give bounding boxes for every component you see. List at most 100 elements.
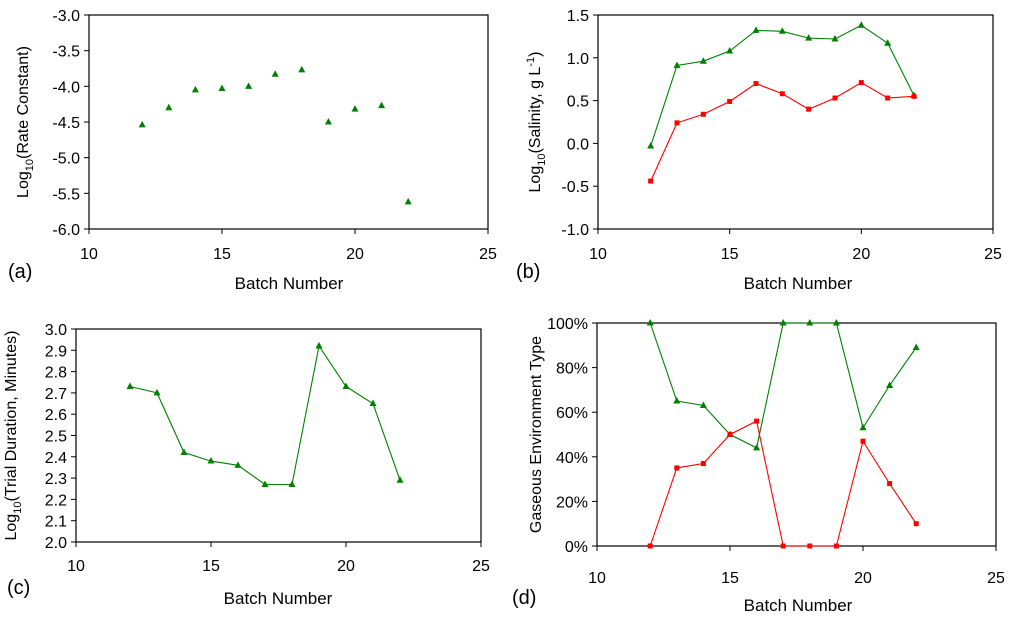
data-point-red bbox=[858, 80, 864, 86]
x-axis-label: Batch Number bbox=[744, 274, 853, 293]
data-point-red bbox=[700, 460, 706, 466]
data-point-red bbox=[860, 438, 866, 444]
y-tick-label: 0.5 bbox=[567, 94, 589, 111]
x-tick-label: 25 bbox=[984, 246, 1002, 263]
y-tick-label: 100% bbox=[547, 316, 588, 333]
y-tick-label: 2.5 bbox=[45, 429, 67, 446]
chart-panel-3: 2.0 2.1 2.2 2.3 2.4 2.5 2.6 2.7 2.8 2.9 3.0 10 15 20 2… bbox=[3, 322, 490, 608]
data-point-red bbox=[674, 465, 680, 471]
y-tick-label: -5.5 bbox=[52, 186, 80, 203]
data-point-red bbox=[779, 91, 785, 97]
data-point-green bbox=[699, 57, 707, 64]
data-point-green bbox=[779, 319, 787, 326]
panel-label: (c) bbox=[7, 577, 30, 599]
y-tick-label: 40% bbox=[556, 450, 588, 467]
x-tick-label: 15 bbox=[213, 246, 231, 263]
y-tick-label: -0.5 bbox=[561, 179, 589, 196]
y-tick-label: 2.6 bbox=[45, 407, 67, 424]
data-point-red bbox=[911, 93, 917, 99]
data-point-green bbox=[886, 381, 894, 388]
data-point-red bbox=[648, 178, 654, 184]
data-point-green bbox=[831, 34, 839, 42]
y-tick-label: -4.0 bbox=[52, 79, 80, 96]
y-tick-label: 1.0 bbox=[567, 51, 589, 68]
data-point-rate bbox=[324, 118, 332, 125]
y-tick-label: -5.0 bbox=[52, 151, 80, 168]
y-tick-label: 1.5 bbox=[567, 8, 589, 25]
data-point-red bbox=[807, 543, 813, 549]
x-tick-label: 20 bbox=[854, 570, 872, 587]
data-point-rate bbox=[271, 70, 279, 77]
plot-frame bbox=[88, 14, 489, 230]
y-tick-label: 2.0 bbox=[45, 535, 67, 552]
data-point-green bbox=[884, 39, 892, 46]
series-line-green bbox=[650, 24, 915, 147]
data-point-duration bbox=[315, 342, 323, 349]
data-point-green bbox=[832, 319, 840, 326]
y-tick-label: -3.5 bbox=[52, 44, 80, 61]
data-point-green bbox=[673, 61, 681, 69]
y-tick-label: 0% bbox=[565, 539, 588, 556]
data-point-green bbox=[647, 141, 655, 149]
x-tick-label: 25 bbox=[479, 246, 497, 263]
data-point-red bbox=[780, 543, 786, 549]
y-tick-label: 2.3 bbox=[45, 471, 67, 488]
y-tick-label: 80% bbox=[556, 361, 588, 378]
y-axis-label: Gaseous Environment Type bbox=[528, 336, 545, 533]
data-point-duration bbox=[180, 448, 188, 456]
data-point-green bbox=[912, 343, 920, 351]
x-tick-label: 15 bbox=[202, 558, 220, 575]
y-tick-label: 20% bbox=[556, 494, 588, 511]
y-axis-label: Log10(Salinity, g L-1) bbox=[525, 52, 548, 193]
data-point-rate bbox=[351, 105, 359, 112]
data-point-rate bbox=[165, 103, 173, 111]
plot-frame bbox=[597, 14, 994, 230]
plot-frame bbox=[75, 328, 482, 543]
data-point-green bbox=[859, 423, 867, 431]
series-line-duration bbox=[129, 344, 401, 486]
data-point-rate bbox=[191, 85, 199, 93]
panel-label: (d) bbox=[512, 587, 536, 609]
x-tick-label: 20 bbox=[346, 246, 364, 263]
y-tick-label: 0.0 bbox=[567, 136, 589, 153]
x-tick-label: 10 bbox=[589, 246, 607, 263]
data-point-green bbox=[805, 34, 813, 41]
data-point-rate bbox=[298, 65, 306, 73]
data-point-red bbox=[727, 98, 733, 104]
data-point-red bbox=[832, 95, 838, 101]
data-point-red bbox=[754, 418, 760, 424]
x-axis-label: Batch Number bbox=[744, 596, 853, 615]
data-point-red bbox=[700, 111, 706, 117]
y-tick-label: 2.2 bbox=[45, 492, 67, 509]
data-point-green bbox=[752, 26, 760, 33]
x-tick-label: 15 bbox=[721, 246, 739, 263]
data-point-rate bbox=[378, 101, 386, 109]
series-line-green bbox=[649, 322, 917, 449]
data-point-red bbox=[727, 432, 733, 437]
data-point-duration bbox=[153, 388, 161, 396]
data-point-duration bbox=[288, 480, 296, 487]
data-point-red bbox=[647, 543, 653, 549]
data-point-green bbox=[646, 319, 654, 326]
data-point-duration bbox=[369, 399, 377, 407]
data-point-duration bbox=[126, 382, 134, 390]
x-tick-label: 10 bbox=[67, 558, 85, 575]
data-point-green bbox=[753, 443, 761, 451]
data-point-red bbox=[674, 120, 680, 126]
data-point-red bbox=[806, 106, 812, 112]
series-line-red bbox=[650, 81, 915, 182]
data-point-green bbox=[726, 46, 734, 54]
x-tick-label: 15 bbox=[721, 570, 739, 587]
y-tick-label: -1.0 bbox=[561, 222, 589, 239]
y-tick-label: -4.5 bbox=[52, 115, 80, 132]
panel-label: (b) bbox=[516, 261, 540, 283]
y-axis-label: Log10(Trial Duration, Minutes) bbox=[3, 331, 24, 541]
data-point-green bbox=[778, 27, 786, 34]
plot-frame bbox=[596, 322, 997, 547]
x-axis-label: Batch Number bbox=[224, 589, 333, 608]
y-tick-label: 3.0 bbox=[45, 322, 67, 339]
data-point-rate bbox=[218, 84, 226, 91]
x-tick-label: 10 bbox=[588, 570, 606, 587]
chart-panel-1: -6.0 -5.5 -5.0 -4.5 -4.0 -3.5 -3.0 10 15 20 25 Batc… bbox=[8, 8, 497, 293]
